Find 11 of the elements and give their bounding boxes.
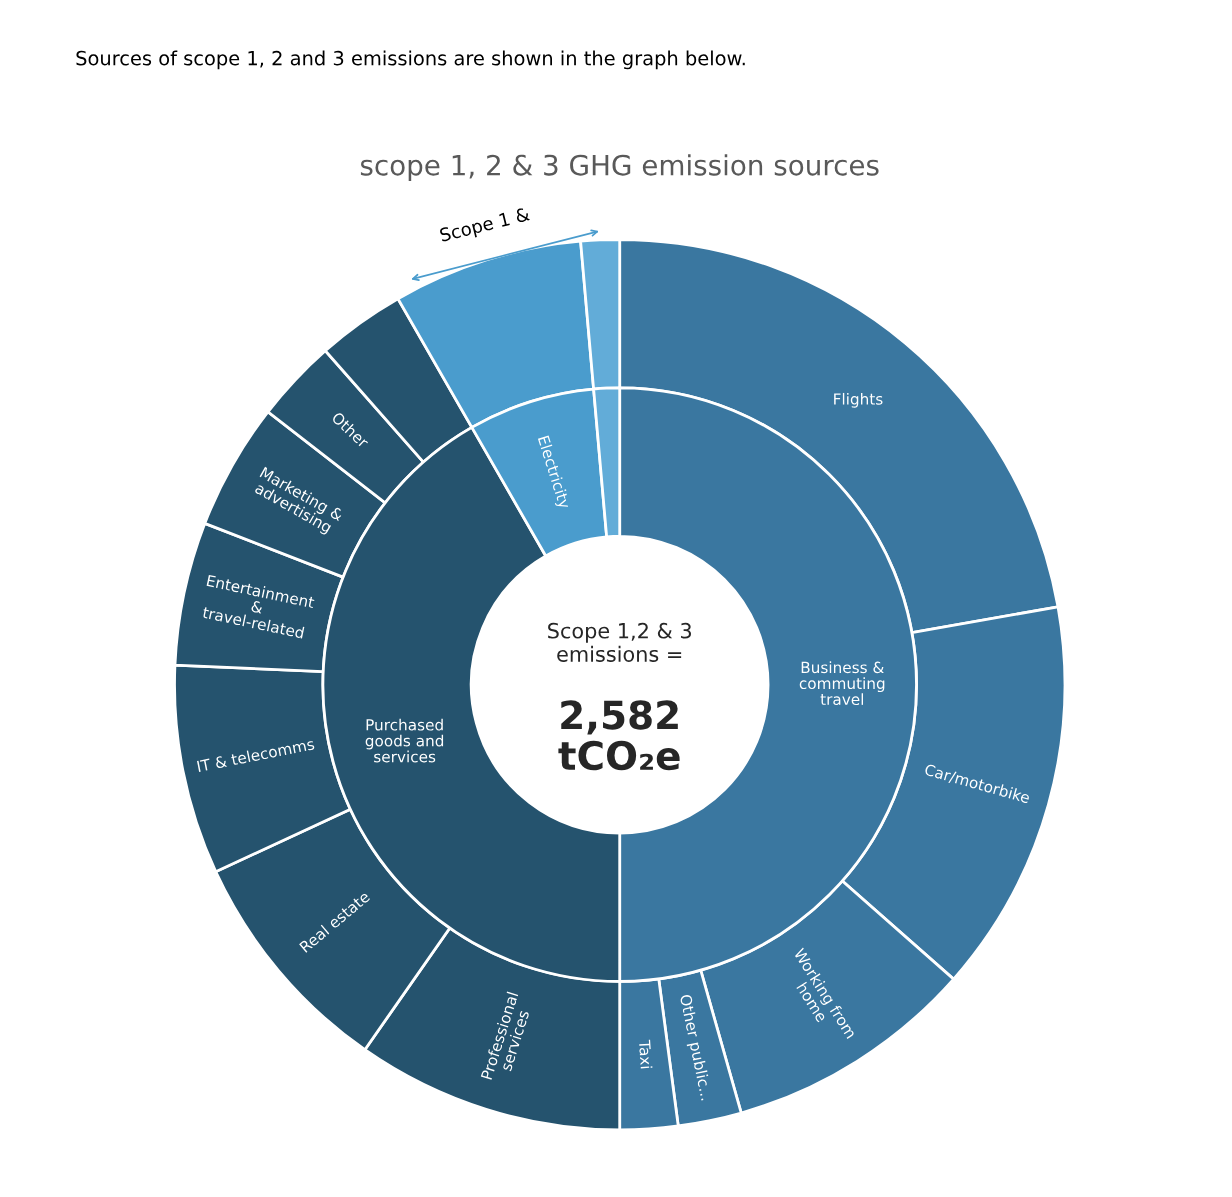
- slice-label: Taxi: [638, 1039, 653, 1069]
- text: 2,582 tCO₂e: [558, 700, 680, 771]
- slice-label: IT & telecomms: [196, 737, 315, 773]
- text: Business & commuting travel: [799, 661, 885, 706]
- slice-label: Other public...: [676, 994, 713, 1102]
- slice-label: Flights: [834, 392, 883, 408]
- source-note: Sources of scope 1, 2 and 3 emissions are shown in the graph below.: [76, 50, 745, 70]
- text: Scope 1 &: [439, 206, 532, 246]
- text: Purchased goods and services: [365, 718, 444, 763]
- chart-title: scope 1, 2 & 3 GHG emission sources: [360, 154, 879, 182]
- text: Scope 1,2 & 3 emissions =: [548, 622, 692, 662]
